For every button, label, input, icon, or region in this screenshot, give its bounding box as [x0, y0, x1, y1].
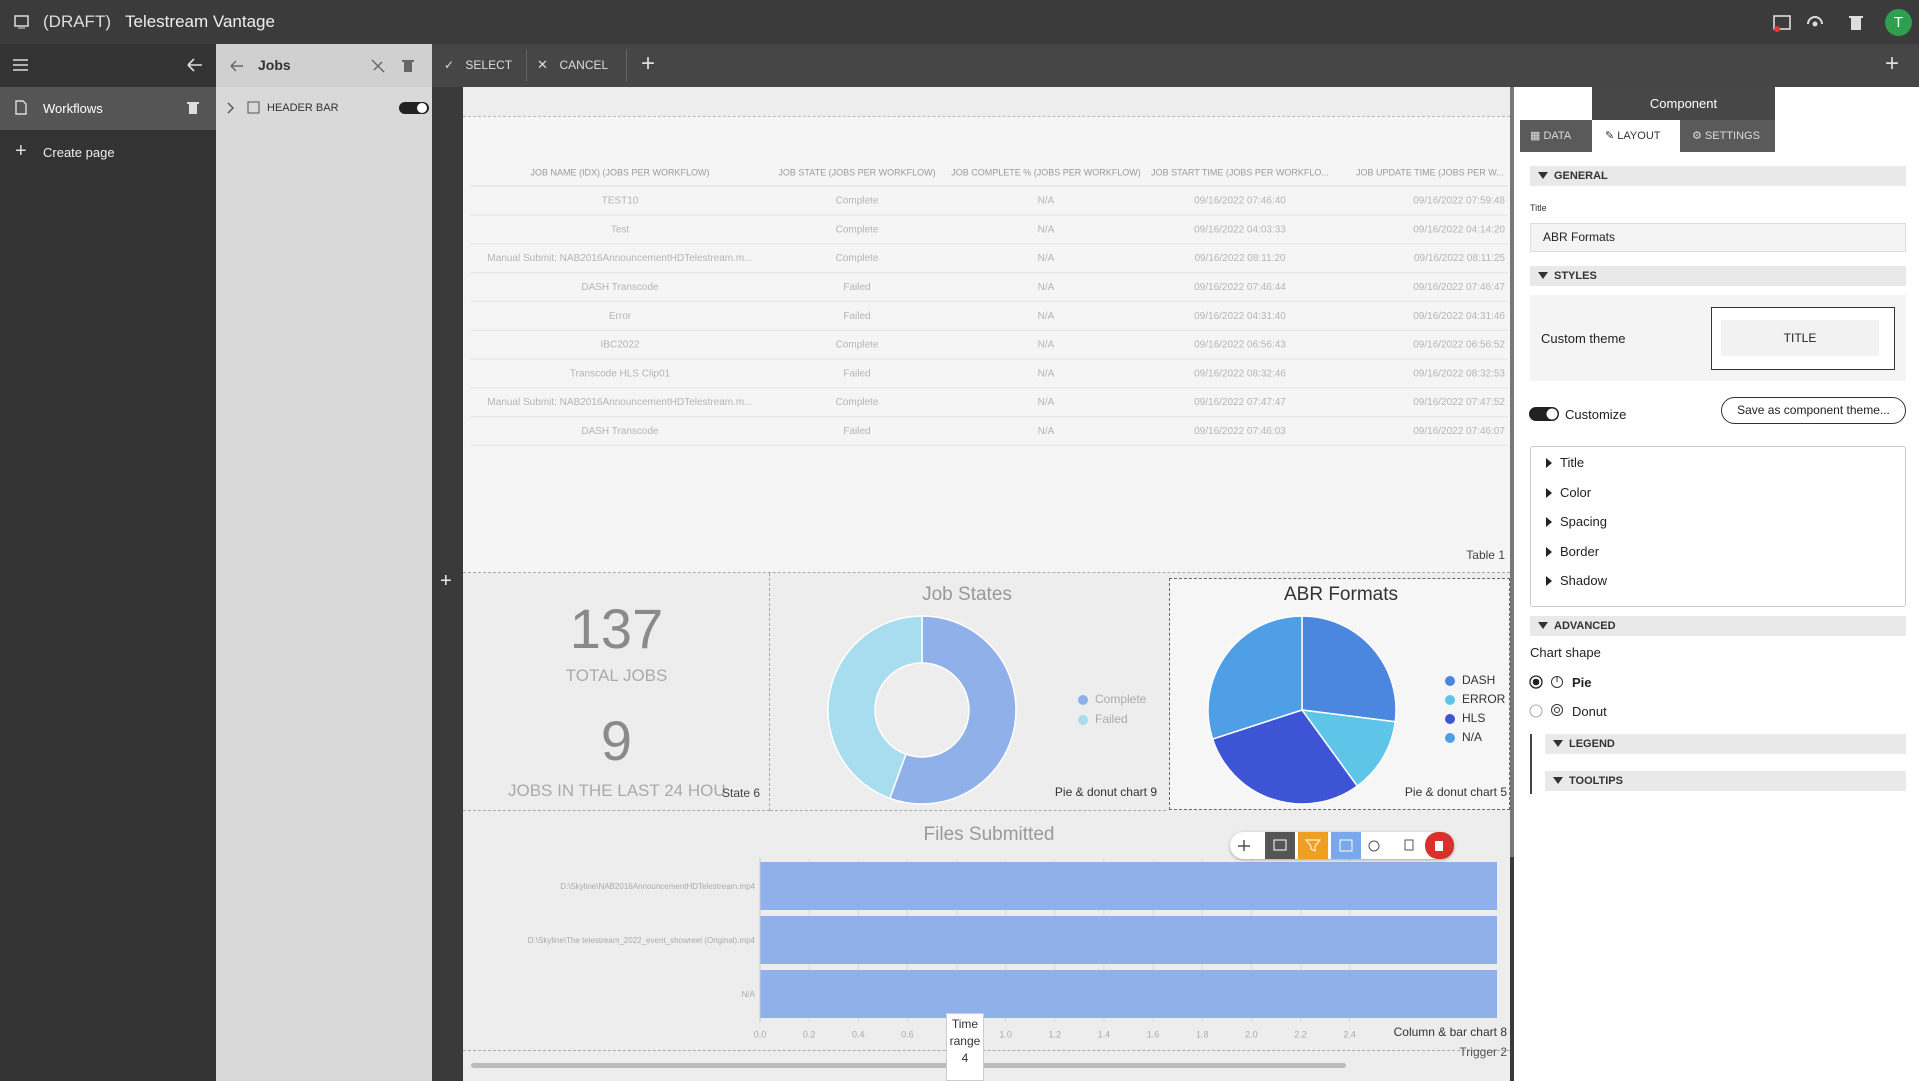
avatar[interactable]: T — [1885, 9, 1912, 36]
theme-title: TITLE — [1721, 320, 1879, 356]
time-range-trigger[interactable]: Time range 4 — [946, 1013, 984, 1081]
expand-icon[interactable] — [1546, 458, 1552, 468]
visibility-toggle[interactable] — [398, 100, 432, 116]
save-theme-button[interactable]: Save as component theme... — [1721, 397, 1906, 424]
section-indent — [1530, 734, 1532, 794]
tree-item[interactable]: HEADER BAR — [267, 102, 339, 114]
app-actions[interactable] — [1772, 12, 1872, 34]
app-bar — [0, 0, 1919, 44]
cancel-button[interactable]: ✕ CANCEL — [537, 57, 609, 72]
section-header[interactable]: STYLES — [1530, 266, 1906, 286]
bar-widget[interactable] — [463, 812, 1510, 1051]
section-header[interactable]: LEGEND — [1545, 734, 1906, 754]
app-title: Telestream Vantage — [125, 12, 275, 31]
select-label: SELECT — [465, 58, 513, 72]
tab[interactable]: ▦ DATA — [1530, 130, 1572, 142]
table-widget[interactable] — [463, 116, 1510, 573]
style-group[interactable]: Shadow — [1560, 573, 1607, 588]
tab-label: DATA — [1543, 130, 1572, 142]
total-jobs-label: TOTAL JOBS — [565, 666, 668, 685]
customize-label: Customize — [1565, 407, 1627, 422]
expand-icon[interactable] — [1546, 517, 1552, 527]
page-icon — [15, 100, 27, 115]
abr-widget[interactable] — [1169, 578, 1510, 810]
theme-label: Custom theme — [1541, 331, 1626, 346]
section-header[interactable]: GENERAL — [1530, 166, 1906, 186]
nav-item[interactable]: Workflows — [43, 101, 103, 116]
field-label: Title — [1530, 203, 1547, 213]
style-group[interactable]: Spacing — [1560, 514, 1607, 529]
toolbar-separator — [626, 50, 627, 81]
tab-label: LAYOUT — [1617, 130, 1661, 142]
recent-jobs-value: 9 — [600, 709, 633, 772]
section-header[interactable]: ADVANCED — [1530, 616, 1906, 636]
job-states-widget[interactable] — [770, 573, 1166, 811]
add-row-button[interactable]: + — [440, 570, 452, 592]
tree-title: Jobs — [258, 57, 291, 73]
tree-panel — [216, 44, 432, 1081]
nav-item[interactable]: Create page — [43, 145, 115, 160]
nav-item-active[interactable] — [0, 87, 216, 130]
title-input[interactable]: ABR Formats — [1530, 223, 1906, 252]
draft-label: (DRAFT) — [43, 12, 111, 31]
select-button[interactable]: ✓ SELECT — [444, 58, 513, 72]
tab[interactable]: ✎ LAYOUT — [1605, 130, 1661, 142]
panel-header: Component — [1592, 87, 1775, 120]
tab[interactable]: ⚙ SETTINGS — [1692, 130, 1760, 142]
panel-spacer — [1514, 87, 1592, 121]
add-button[interactable]: + — [641, 50, 656, 77]
toolbar-separator — [526, 50, 527, 81]
field-label: Chart shape — [1530, 645, 1601, 660]
h-scrollbar[interactable] — [471, 1063, 1346, 1068]
section-header[interactable]: TOOLTIPS — [1545, 771, 1906, 791]
app-icon[interactable] — [14, 15, 30, 29]
add-icon[interactable]: + — [15, 140, 27, 162]
tree-header-icons[interactable] — [230, 58, 420, 74]
tree-row-icons[interactable] — [226, 101, 266, 115]
add-button[interactable]: + — [1885, 50, 1900, 77]
scrollbar[interactable] — [1510, 87, 1514, 857]
widget-toolbar-icons[interactable] — [1230, 832, 1454, 859]
style-group[interactable]: Title — [1560, 455, 1585, 470]
delete-icon[interactable] — [187, 101, 199, 115]
tab-active[interactable] — [1592, 120, 1680, 152]
nav-controls[interactable] — [12, 58, 212, 74]
state-widget[interactable] — [463, 573, 770, 811]
recent-jobs-label: JOBS IN THE LAST 24 HOU — [508, 781, 726, 800]
expand-icon[interactable] — [1546, 487, 1552, 498]
expand-icon[interactable] — [1546, 546, 1552, 557]
style-group-list — [1530, 446, 1906, 607]
toolbar — [432, 44, 1919, 87]
shape-radios[interactable] — [1528, 673, 1572, 719]
widget-caption: State 6 — [722, 786, 761, 800]
style-group[interactable]: Color — [1560, 484, 1592, 500]
tab-label: SETTINGS — [1704, 130, 1760, 142]
style-group[interactable]: Border — [1560, 543, 1600, 559]
shape-option[interactable]: Pie — [1572, 675, 1592, 690]
shape-option[interactable]: Donut — [1572, 704, 1607, 719]
tree-header — [216, 44, 432, 87]
expand-icon[interactable] — [1546, 576, 1552, 586]
nav-sidebar — [0, 44, 216, 1081]
properties-panel — [1514, 87, 1919, 1081]
customize-toggle[interactable] — [1528, 405, 1560, 423]
cancel-label: CANCEL — [559, 58, 609, 72]
total-jobs-value: 137 — [569, 597, 664, 660]
